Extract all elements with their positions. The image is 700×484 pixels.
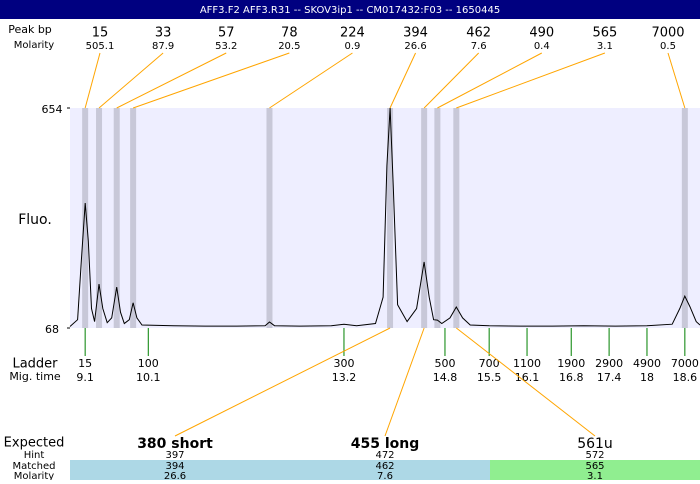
peak-molarity: 7.6 — [471, 41, 487, 52]
peak-molarity: 53.2 — [215, 41, 237, 52]
ladder-size: 1900 — [557, 357, 585, 370]
matched-value: 462 — [375, 461, 394, 472]
peak-connector — [437, 52, 543, 109]
mig-time: 18 — [640, 371, 654, 384]
ladder-label: Ladder — [12, 357, 58, 372]
matched-cell — [70, 460, 280, 480]
trace-line — [69, 107, 700, 327]
peak-molarity-label: Molarity — [14, 40, 54, 51]
molarity-value: 7.6 — [377, 471, 393, 480]
molarity-value: 3.1 — [587, 471, 603, 480]
mig-time: 14.8 — [433, 371, 458, 384]
peak-band — [82, 108, 89, 328]
peak-size: 78 — [281, 26, 298, 41]
match-connector — [174, 327, 391, 437]
expected-name: 561u — [577, 436, 613, 452]
matched-cell — [280, 460, 490, 480]
ladder-size: 300 — [333, 357, 354, 370]
peak-connector — [423, 52, 480, 109]
hint-value: 397 — [165, 450, 184, 461]
ladder-size: 4900 — [633, 357, 661, 370]
expected-row-label: Hint — [24, 450, 45, 461]
peak-band — [113, 108, 120, 328]
peak-band — [453, 108, 460, 328]
ladder-size: 7000 — [671, 357, 699, 370]
peak-band — [387, 108, 394, 328]
peak-molarity: 0.5 — [660, 41, 676, 52]
peak-molarity: 26.6 — [404, 41, 426, 52]
matched-cell — [490, 460, 700, 480]
matched-value: 394 — [165, 461, 184, 472]
peak-molarity: 0.9 — [344, 41, 360, 52]
peak-band — [421, 108, 428, 328]
match-connector — [384, 327, 425, 437]
y-tick-label: 654 — [42, 103, 63, 116]
peak-molarity: 505.1 — [86, 41, 115, 52]
peak-connector — [98, 52, 164, 109]
peak-band — [266, 108, 273, 328]
match-connector — [456, 327, 596, 437]
ladder-size: 1100 — [513, 357, 541, 370]
ladder-size: 15 — [78, 357, 92, 370]
ladder-size: 500 — [434, 357, 455, 370]
peak-size: 565 — [592, 26, 617, 41]
hint-value: 472 — [375, 450, 394, 461]
expected-row-label: Molarity — [14, 471, 54, 480]
peak-molarity: 20.5 — [278, 41, 300, 52]
peak-connector — [84, 52, 101, 109]
molarity-value: 26.6 — [164, 471, 186, 480]
peak-molarity: 87.9 — [152, 41, 174, 52]
peak-connector — [667, 52, 686, 109]
peak-size: 394 — [403, 26, 428, 41]
peak-connector — [456, 52, 606, 109]
mig-time: 13.2 — [332, 371, 357, 384]
ladder-size: 2900 — [595, 357, 623, 370]
mig-time: 9.1 — [76, 371, 94, 384]
peak-size: 57 — [218, 26, 235, 41]
header-bar — [0, 0, 700, 19]
expected-name: 455 long — [351, 436, 420, 452]
peak-band — [96, 108, 103, 328]
mig-time: 16.1 — [515, 371, 540, 384]
peak-molarity: 3.1 — [597, 41, 613, 52]
mig-time: 18.6 — [673, 371, 698, 384]
peak-connector — [389, 52, 417, 109]
peak-size: 7000 — [651, 26, 684, 41]
peak-band — [130, 108, 137, 328]
peak-connector — [269, 52, 353, 109]
y-tick-label: 68 — [45, 323, 59, 336]
mig-time: 15.5 — [477, 371, 502, 384]
peak-size-label: Peak bp — [8, 23, 52, 36]
expected-name: 380 short — [137, 436, 213, 452]
chart-title: AFF3.F2 AFF3.R31 -- SKOV3ip1 -- CM017432… — [200, 5, 500, 16]
peak-size: 462 — [466, 26, 491, 41]
ladder-size: 700 — [479, 357, 500, 370]
ladder-size: 100 — [138, 357, 159, 370]
peak-connector — [116, 52, 227, 109]
peak-band — [434, 108, 441, 328]
y-axis-label: Fluo. — [18, 212, 52, 228]
peak-molarity: 0.4 — [534, 41, 550, 52]
mig-time: 10.1 — [136, 371, 161, 384]
peak-band — [681, 108, 688, 328]
hint-value: 572 — [585, 450, 604, 461]
peak-connector — [132, 52, 290, 109]
mig-time: 16.8 — [559, 371, 584, 384]
matched-value: 565 — [585, 461, 604, 472]
expected-row-label: Matched — [12, 461, 55, 472]
mig-time: 17.4 — [597, 371, 622, 384]
mig-time-label: Mig. time — [9, 370, 61, 383]
expected-row-label: Expected — [4, 436, 65, 451]
peak-size: 490 — [529, 26, 554, 41]
peak-size: 15 — [92, 26, 109, 41]
peak-size: 33 — [155, 26, 172, 41]
peak-size: 224 — [340, 26, 365, 41]
